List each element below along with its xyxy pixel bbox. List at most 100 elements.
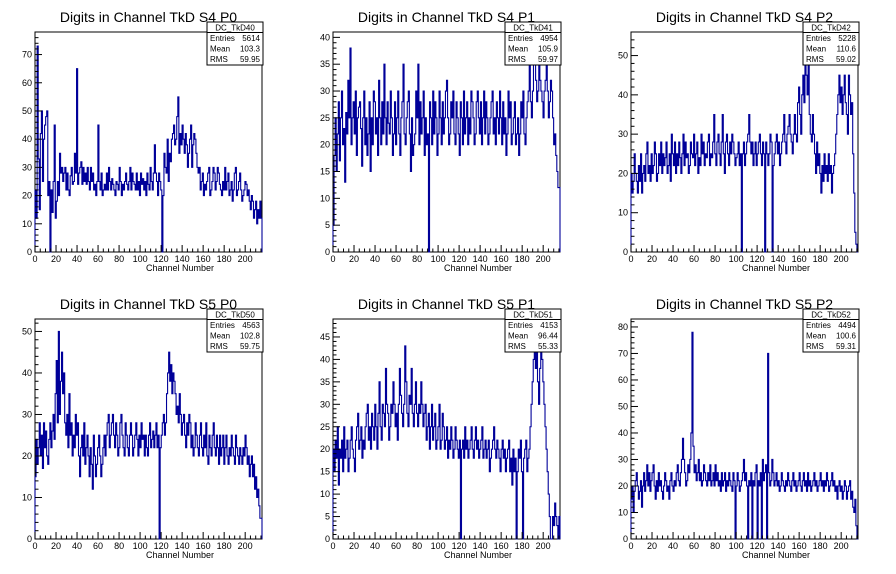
x-tick-label: 0: [330, 541, 335, 551]
x-tick-label: 180: [515, 254, 530, 264]
stats-name: DC_TkD41: [513, 23, 553, 32]
x-tick-label: 100: [729, 541, 744, 551]
stats-key: Entries: [806, 321, 831, 330]
x-tick-label: 40: [668, 541, 678, 551]
stats-value: 4494: [838, 321, 856, 330]
histogram-panel: Digits in Channel TkD S4 P10 20 40 60 80 100 1…: [320, 9, 562, 273]
plot-frame: [332, 31, 561, 253]
y-tick-label: 10: [618, 208, 628, 218]
stats-value: 4563: [242, 321, 260, 330]
y-tick-label: 20: [618, 168, 628, 178]
stats-value: 4153: [540, 321, 558, 330]
x-tick-label: 80: [114, 541, 124, 551]
stats-key: RMS: [806, 342, 824, 351]
x-tick-label: 180: [515, 541, 530, 551]
stats-value: 96.44: [538, 331, 559, 340]
x-tick-label: 140: [771, 541, 786, 551]
stats-box: [504, 21, 562, 66]
x-tick-label: 80: [710, 541, 720, 551]
stats-box: [802, 308, 860, 353]
x-tick-label: 100: [729, 254, 744, 264]
y-tick-label: 40: [320, 32, 330, 42]
x-tick-label: 120: [750, 541, 765, 551]
x-tick-label: 140: [473, 254, 488, 264]
stats-box: [206, 21, 264, 66]
y-tick-label: 60: [22, 78, 32, 88]
x-tick-label: 120: [750, 254, 765, 264]
x-tick-label: 60: [689, 254, 699, 264]
x-tick-label: 180: [813, 541, 828, 551]
x-tick-label: 160: [792, 541, 807, 551]
stats-key: RMS: [210, 342, 228, 351]
x-tick-label: 60: [689, 541, 699, 551]
x-tick-label: 20: [647, 541, 657, 551]
x-tick-label: 200: [536, 254, 551, 264]
stats-value: 103.3: [240, 44, 261, 53]
histogram-panel: Digits in Channel TkD S5 P00 20 40 60 80 100 1…: [22, 296, 264, 560]
x-tick-label: 80: [710, 254, 720, 264]
x-tick-label: 20: [349, 541, 359, 551]
x-tick-label: 120: [154, 254, 169, 264]
y-tick-label: 10: [320, 489, 330, 499]
stats-key: Mean: [806, 331, 826, 340]
stats-key: Mean: [210, 331, 230, 340]
y-tick-label: 20: [320, 140, 330, 150]
x-tick-label: 0: [330, 254, 335, 264]
x-axis-label: Channel Number: [146, 550, 214, 560]
x-tick-label: 60: [93, 541, 103, 551]
x-axis-label: Channel Number: [444, 550, 512, 560]
stats-key: Mean: [508, 331, 528, 340]
y-tick-label: 30: [320, 399, 330, 409]
y-tick-label: 0: [325, 534, 330, 544]
y-tick-label: 30: [320, 86, 330, 96]
stats-key: Entries: [508, 321, 533, 330]
stats-value: 59.95: [240, 55, 261, 64]
histogram-series: [630, 331, 858, 540]
stats-key: Entries: [806, 34, 831, 43]
stats-value: 102.8: [240, 331, 261, 340]
y-tick-label: 15: [320, 167, 330, 177]
x-tick-label: 160: [792, 254, 807, 264]
y-tick-label: 40: [320, 354, 330, 364]
stats-key: RMS: [806, 55, 824, 64]
x-tick-label: 20: [349, 254, 359, 264]
histogram-panel: Digits in Channel TkD S5 P10 20 40 60 80 100 1…: [320, 296, 562, 560]
x-tick-label: 200: [536, 541, 551, 551]
y-tick-label: 40: [618, 428, 628, 438]
stats-key: Entries: [210, 321, 235, 330]
y-tick-label: 5: [325, 220, 330, 230]
panel-title: Digits in Channel TkD S4 P1: [358, 9, 535, 25]
x-tick-label: 100: [431, 541, 446, 551]
y-tick-label: 25: [320, 422, 330, 432]
panel-title: Digits in Channel TkD S4 P0: [60, 9, 237, 25]
x-tick-label: 0: [32, 541, 37, 551]
x-tick-label: 200: [834, 254, 849, 264]
y-tick-label: 80: [618, 322, 628, 332]
x-axis-label: Channel Number: [742, 550, 810, 560]
x-tick-label: 0: [628, 541, 633, 551]
x-tick-label: 60: [391, 254, 401, 264]
histogram-panel: Digits in Channel TkD S4 P20 20 40 60 80 100 1…: [618, 9, 860, 273]
stats-value: 5228: [838, 34, 856, 43]
stats-value: 5614: [242, 34, 260, 43]
stats-key: Mean: [508, 44, 528, 53]
y-tick-label: 0: [27, 534, 32, 544]
histogram-series: [34, 45, 263, 253]
x-tick-label: 180: [217, 254, 232, 264]
histogram-series: [630, 43, 858, 253]
y-tick-label: 45: [320, 332, 330, 342]
stats-value: 55.33: [538, 342, 559, 351]
stats-key: RMS: [508, 55, 526, 64]
x-tick-label: 180: [813, 254, 828, 264]
x-tick-label: 100: [133, 254, 148, 264]
y-tick-label: 0: [623, 534, 628, 544]
x-tick-label: 160: [494, 541, 509, 551]
y-tick-label: 50: [22, 106, 32, 116]
stats-name: DC_TkD51: [513, 310, 553, 319]
stats-name: DC_TkD42: [811, 23, 851, 32]
y-tick-label: 0: [623, 247, 628, 257]
panel-title: Digits in Channel TkD S4 P2: [656, 9, 833, 25]
y-tick-label: 50: [618, 401, 628, 411]
x-tick-label: 20: [51, 254, 61, 264]
x-tick-label: 160: [494, 254, 509, 264]
